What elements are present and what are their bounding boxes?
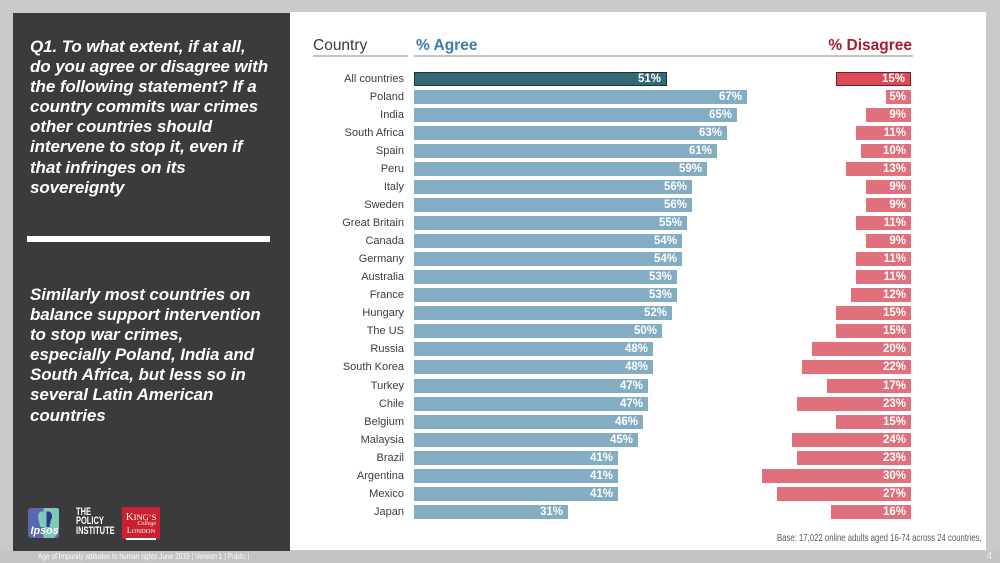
svg-text:Ipsos: Ipsos [31,525,59,537]
